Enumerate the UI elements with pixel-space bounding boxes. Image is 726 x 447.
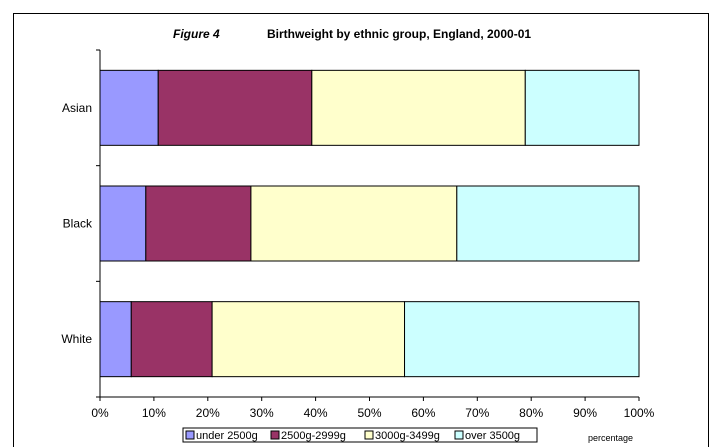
bar-asian-series-4 [524, 69, 640, 146]
legend-swatch-3 [364, 430, 374, 440]
bar-black-series-3 [250, 185, 458, 262]
x-axis-unit-label: percentage [588, 433, 633, 443]
bar-black-series-1 [99, 185, 147, 262]
x-tick-label: 0% [91, 406, 109, 420]
legend-swatch-4 [454, 430, 464, 440]
x-tick-label: 80% [519, 406, 543, 420]
legend-label-4: over 3500g [465, 430, 520, 442]
bar-black-series-2 [145, 185, 252, 262]
x-tick-label: 50% [357, 406, 381, 420]
bar-asian-series-1 [99, 69, 159, 146]
x-tick-label: 60% [411, 406, 435, 420]
bar-asian-series-3 [311, 69, 526, 146]
x-tick-label: 100% [624, 406, 655, 420]
bar-black-series-4 [456, 185, 640, 262]
bar-white-series-2 [130, 301, 213, 378]
bar-asian-series-2 [157, 69, 313, 146]
legend-swatch-1 [185, 430, 195, 440]
category-label-white: White [61, 332, 92, 346]
legend-label-3: 3000g-3499g [375, 430, 440, 442]
legend: under 2500g 2500g-2999g 3000g-3499g over 35… [182, 427, 538, 443]
x-tick-label: 20% [196, 406, 220, 420]
x-tick-label: 30% [250, 406, 274, 420]
x-tick-label: 70% [465, 406, 489, 420]
bar-group: White Black Asian [61, 69, 640, 378]
bar-white-series-3 [211, 301, 406, 378]
axes: 0% 10% 20% 30% 40% 50% 60% 70% 80% 90% 100% [91, 49, 655, 420]
x-tick-label: 40% [304, 406, 328, 420]
figure-label: Figure 4 [173, 27, 220, 41]
category-label-asian: Asian [62, 101, 92, 115]
legend-swatch-2 [270, 430, 280, 440]
category-label-black: Black [63, 217, 93, 231]
bar-white-series-4 [404, 301, 640, 378]
legend-label-1: under 2500g [196, 430, 258, 442]
legend-label-2: 2500g-2999g [281, 430, 346, 442]
chart-title: Birthweight by ethnic group, England, 20… [267, 27, 531, 41]
bar-white-series-1 [99, 301, 132, 378]
x-tick-label: 10% [142, 406, 166, 420]
x-tick-label: 90% [573, 406, 597, 420]
